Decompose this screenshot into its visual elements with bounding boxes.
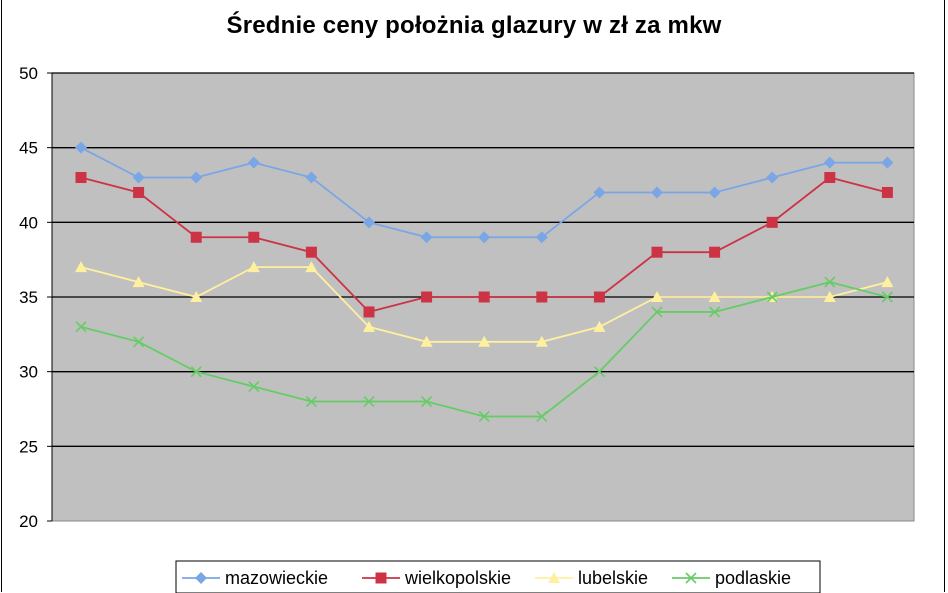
data-point (536, 410, 548, 423)
data-point (420, 231, 433, 244)
y-tick-label: 40 (19, 213, 38, 232)
legend-item-lubelskie: lubelskie (535, 568, 648, 588)
data-point (478, 335, 491, 347)
data-point (305, 261, 318, 273)
data-point (375, 572, 387, 584)
y-tick-label: 35 (19, 288, 38, 307)
data-point (305, 171, 318, 184)
data-point (247, 156, 260, 169)
data-point (593, 320, 606, 332)
series-mazowieckie (75, 141, 894, 244)
data-point (881, 186, 893, 198)
data-point (766, 291, 778, 303)
data-point (75, 261, 87, 273)
data-point (881, 156, 894, 169)
data-point (363, 395, 375, 408)
data-point (132, 171, 145, 184)
data-point (478, 291, 490, 303)
data-point (248, 381, 260, 393)
data-point (651, 186, 663, 199)
data-point (190, 366, 202, 378)
data-point (75, 321, 87, 333)
data-point (593, 186, 606, 199)
data-point (593, 291, 605, 303)
data-point (363, 320, 375, 332)
series-podlaskie (75, 276, 893, 423)
data-point (133, 186, 145, 198)
y-tick-label: 25 (19, 437, 38, 456)
data-point (190, 231, 202, 243)
y-axis: 50 45 40 35 30 25 20 (19, 64, 53, 531)
data-point (824, 276, 836, 288)
chart-title: Średnie ceny położnia glazury w zł za mk… (226, 12, 722, 39)
y-tick-label: 20 (19, 512, 38, 531)
legend-label: wielkopolskie (404, 568, 511, 588)
y-tick-label: 45 (19, 139, 38, 158)
data-point (363, 216, 375, 229)
data-point (651, 246, 663, 258)
data-point (709, 306, 721, 318)
data-point (75, 141, 87, 154)
data-point (75, 172, 87, 184)
data-point (536, 291, 548, 303)
data-point (535, 335, 548, 347)
data-point (824, 172, 836, 184)
data-point (651, 306, 663, 318)
legend-item-podlaskie: podlaskie (672, 568, 791, 588)
data-point (190, 291, 203, 302)
legend-box (175, 560, 821, 593)
series-lubelskie (75, 261, 894, 347)
data-point (766, 171, 779, 184)
data-point (421, 291, 433, 303)
y-tick-label: 30 (19, 363, 38, 382)
data-point (363, 306, 375, 318)
legend-label: podlaskie (715, 568, 791, 588)
series-group (75, 141, 894, 423)
legend-label: mazowieckie (225, 568, 328, 588)
data-point (881, 276, 894, 288)
data-point (248, 231, 260, 243)
data-point (478, 410, 490, 423)
data-point (421, 395, 433, 408)
legend-item-mazowieckie: mazowieckie (182, 568, 328, 588)
series-wielkopolskie (75, 172, 893, 318)
data-point (685, 572, 697, 584)
data-point (478, 231, 491, 244)
data-point (548, 572, 560, 583)
legend-label: lubelskie (578, 568, 648, 588)
data-point (132, 276, 145, 288)
data-point (651, 291, 663, 302)
data-point (823, 156, 836, 169)
data-point (305, 246, 317, 258)
data-point (593, 366, 605, 378)
data-point (190, 171, 203, 184)
data-point (133, 336, 145, 348)
data-point (195, 572, 207, 584)
y-tick-label: 50 (19, 64, 38, 83)
legend-item-wielkopolskie: wielkopolskie (362, 568, 511, 588)
data-point (881, 291, 893, 303)
data-point (823, 291, 836, 302)
data-point (305, 395, 317, 408)
data-point (247, 261, 260, 273)
legend: mazowieckie wielkopolskie lubelskie podlask… (175, 560, 821, 593)
data-point (766, 216, 778, 228)
data-point (420, 335, 433, 347)
data-point (708, 291, 721, 302)
data-point (709, 246, 721, 258)
data-point (708, 186, 721, 199)
data-point (535, 231, 548, 244)
